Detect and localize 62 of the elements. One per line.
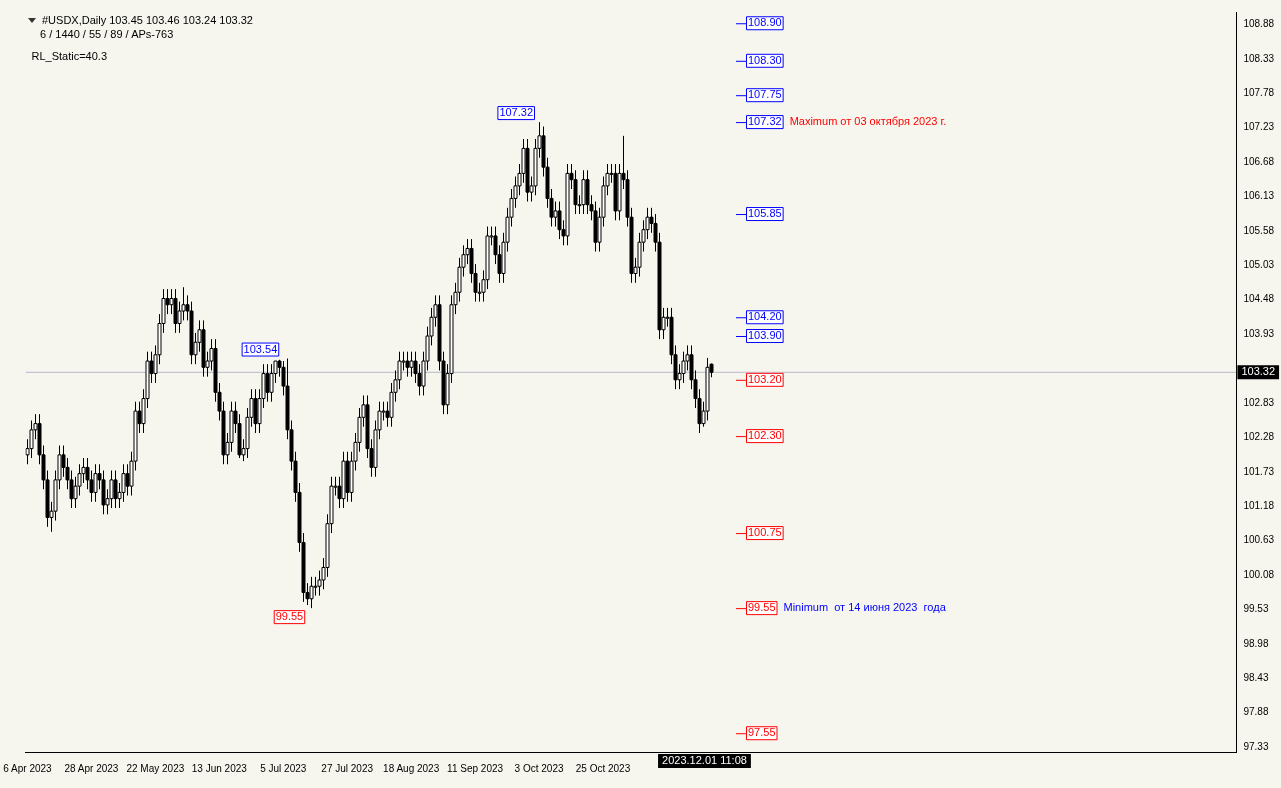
y-tick-label: 105.03 [1243, 259, 1275, 271]
annotation: 103.20 [747, 372, 782, 385]
x-tick-label: 27 Jul 2023 [321, 762, 374, 774]
annotation: 103.90 [747, 329, 782, 342]
x-tick-label: 11 Sep 2023 [447, 762, 504, 774]
y-tick-label: 103.93 [1243, 327, 1275, 339]
candlestick [269, 363, 274, 403]
y-tick-label: 99.53 [1243, 603, 1269, 615]
candlestick [265, 363, 270, 403]
y-tick-label: 101.73 [1243, 465, 1275, 477]
annotation: 99.55 [747, 601, 776, 614]
x-tick-label: 25 Oct 2023 [575, 762, 631, 774]
x-tick-label: 5 Jul 2023 [260, 762, 307, 774]
x-tick-label: 3 Oct 2023 [514, 762, 564, 774]
candlestick [113, 470, 118, 509]
y-tick-label: 101.18 [1243, 499, 1275, 511]
annotation: 100.75 [747, 526, 782, 539]
annotation: 105.85 [747, 207, 782, 220]
y-tick-label: 108.33 [1243, 52, 1275, 64]
y-tick-label: 106.13 [1243, 190, 1275, 202]
x-tick-label: 6 Apr 2023 [3, 762, 53, 774]
annotation: 107.75 [747, 88, 782, 101]
candlestick [409, 351, 414, 378]
text: 2023.12.01 11:08 [662, 754, 747, 767]
candlestick [553, 201, 558, 228]
y-tick-label: 97.88 [1243, 706, 1269, 718]
annotation: 104.20 [747, 310, 782, 323]
chart-title: #USDX,Daily 103.45 103.46 103.24 103.32 [42, 13, 253, 27]
y-tick-label: 98.43 [1243, 671, 1269, 683]
annotation: 107.32 [499, 106, 534, 119]
y-tick-label: 102.83 [1243, 396, 1275, 408]
y-tick-label: 108.88 [1243, 18, 1275, 30]
annotation: 108.90 [747, 16, 782, 29]
annotation: 103.54 [243, 342, 278, 355]
annotation: 99.55 [275, 610, 304, 623]
y-tick-label: 105.58 [1243, 224, 1275, 236]
annotation: 97.55 [747, 726, 776, 739]
y-tick-label: 97.33 [1243, 740, 1269, 752]
candlestick [309, 576, 314, 609]
annotation: Minimum от 14 июня 2023 года [783, 601, 947, 614]
annotation: 108.30 [747, 53, 782, 66]
y-tick-label: 104.48 [1243, 293, 1275, 305]
annotation: 102.30 [747, 429, 782, 442]
y-tick-label: 100.63 [1243, 534, 1275, 546]
y-tick-label: 107.78 [1243, 87, 1275, 99]
annotation: RL_Static=40.3 [31, 50, 108, 63]
x-tick-label: 13 Jun 2023 [191, 762, 248, 774]
y-tick-label: 106.68 [1243, 155, 1275, 167]
annotation: Maximum от 03 октября 2023 г. [789, 115, 947, 128]
y-tick-label: 98.98 [1243, 637, 1269, 649]
candlestick [125, 463, 130, 497]
ref-line-label: 103.32 [1241, 365, 1276, 378]
text: 6 / 1440 / 55 / 89 / APs-763 [40, 27, 175, 41]
annotation: 107.32 [747, 115, 782, 128]
candlestick [93, 463, 98, 503]
y-tick-label: 107.23 [1243, 121, 1275, 133]
candlestick [405, 351, 410, 378]
x-tick-label: 28 Apr 2023 [64, 762, 119, 774]
x-tick-label: 18 Aug 2023 [383, 762, 440, 774]
x-tick-label: 22 May 2023 [126, 762, 185, 774]
y-tick-label: 102.28 [1243, 431, 1275, 443]
y-tick-label: 100.08 [1243, 568, 1275, 580]
